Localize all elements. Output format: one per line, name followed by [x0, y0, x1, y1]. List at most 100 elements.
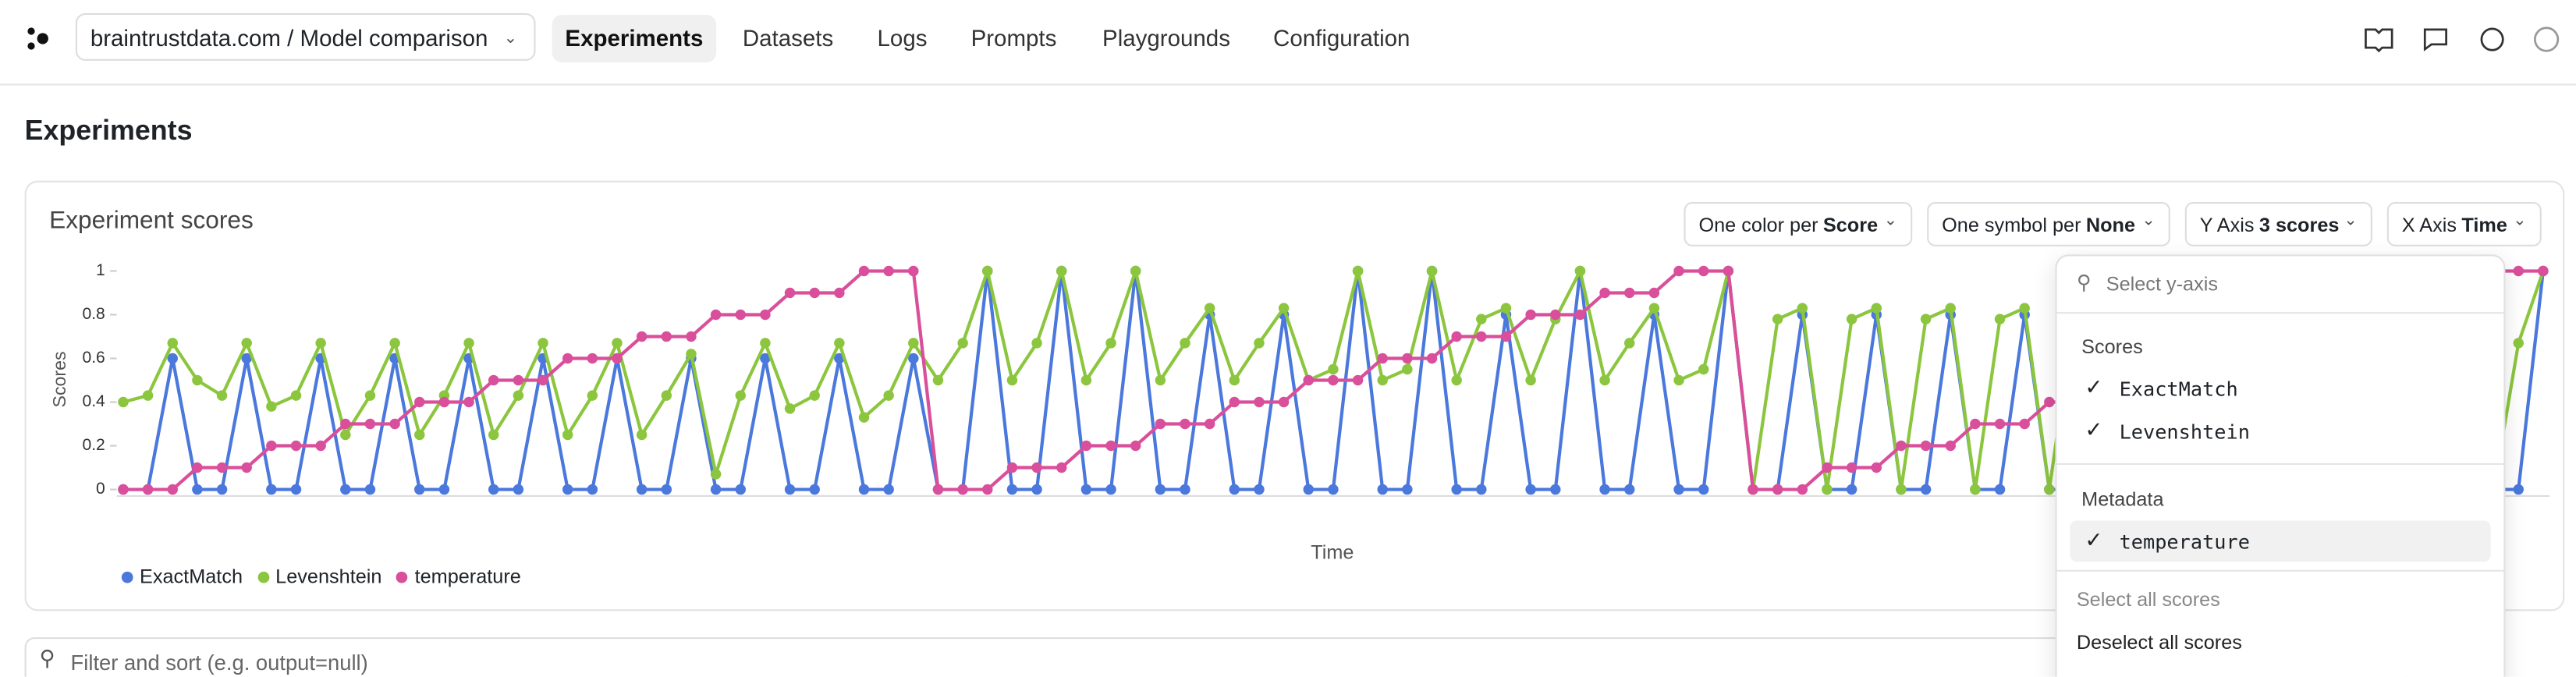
- help-icon[interactable]: [2480, 27, 2504, 51]
- y-tick-label: 0.6: [83, 349, 105, 367]
- data-point: [1229, 396, 1240, 408]
- nav-tab[interactable]: Playgrounds: [1102, 24, 1230, 51]
- data-point: [612, 338, 623, 349]
- filter-bar[interactable]: ⚲ Filter and sort (e.g. output=null): [24, 637, 2407, 677]
- control-value: Time: [2461, 213, 2507, 237]
- data-point: [2513, 265, 2524, 277]
- data-point: [1624, 287, 1635, 299]
- filter-placeholder: Filter and sort (e.g. output=null): [70, 650, 368, 675]
- data-point: [686, 349, 697, 360]
- logo[interactable]: [27, 27, 53, 53]
- dropdown-option[interactable]: ✓ Levenshtein: [2070, 410, 2490, 452]
- data-point: [834, 287, 845, 299]
- data-point: [784, 403, 796, 414]
- data-point: [414, 429, 425, 441]
- chart-control[interactable]: One color per Score ⌄: [1684, 202, 1913, 246]
- data-point: [1574, 309, 1586, 321]
- chart-title: Experiment scores: [49, 207, 254, 236]
- dropdown-option[interactable]: ✓ ExactMatch: [2070, 368, 2490, 409]
- avatar[interactable]: [2533, 27, 2560, 52]
- data-point: [2019, 418, 2030, 430]
- chart-control[interactable]: X Axis Time ⌄: [2386, 202, 2542, 246]
- data-point: [1846, 314, 1857, 324]
- data-point: [1970, 418, 1981, 430]
- data-point: [142, 484, 154, 495]
- data-point: [562, 353, 573, 364]
- nav-tab[interactable]: Experiments: [552, 14, 717, 63]
- data-point: [858, 484, 870, 495]
- docs-icon[interactable]: [2365, 28, 2393, 53]
- select-all[interactable]: Select all scores: [2076, 587, 2220, 611]
- data-point: [1056, 265, 1067, 277]
- data-point: [167, 353, 178, 364]
- data-point: [1994, 484, 2006, 495]
- data-point: [1377, 353, 1388, 364]
- data-point: [1180, 338, 1190, 349]
- deselect-all[interactable]: Deselect all scores: [2076, 630, 2242, 654]
- data-point: [488, 429, 499, 441]
- data-point: [809, 390, 820, 401]
- option-label: Levenshtein: [2119, 420, 2250, 444]
- data-point: [1846, 462, 1857, 473]
- data-point: [1772, 484, 1783, 495]
- data-point: [364, 484, 376, 495]
- nav-tab[interactable]: Configuration: [1273, 24, 1410, 51]
- legend-swatch: [121, 571, 133, 583]
- data-point: [290, 484, 302, 495]
- y-tick-label: 0.8: [83, 305, 105, 323]
- chart-control[interactable]: Y Axis 3 scores ⌄: [2184, 202, 2372, 246]
- data-point: [1500, 331, 1512, 342]
- data-point: [1278, 396, 1290, 408]
- data-point: [1970, 484, 1981, 495]
- data-point: [1896, 484, 1907, 495]
- legend-swatch: [396, 571, 409, 583]
- data-point: [1180, 484, 1190, 495]
- data-point: [192, 484, 203, 495]
- data-point: [1994, 314, 2006, 324]
- check-icon: ✓: [2085, 526, 2103, 552]
- data-point: [1451, 374, 1462, 386]
- data-point: [1525, 374, 1536, 386]
- data-point: [290, 390, 302, 401]
- data-point: [118, 484, 129, 495]
- data-point: [982, 265, 993, 277]
- data-point: [1105, 440, 1116, 452]
- project-selector[interactable]: braintrustdata.com / Model comparison ⌄: [75, 12, 536, 61]
- data-point: [587, 390, 598, 401]
- data-point: [1155, 374, 1166, 386]
- data-point: [340, 429, 351, 441]
- data-point: [710, 469, 722, 480]
- data-point: [266, 401, 277, 412]
- feedback-icon[interactable]: [2423, 28, 2448, 51]
- data-point: [1451, 484, 1462, 495]
- search-input[interactable]: Select y-axis: [2106, 272, 2218, 296]
- data-point: [1229, 484, 1240, 495]
- data-point: [1822, 484, 1833, 495]
- data-point: [438, 484, 450, 495]
- data-point: [1105, 338, 1116, 349]
- option-label: ExactMatch: [2119, 377, 2238, 401]
- data-point: [957, 484, 968, 495]
- chart-control[interactable]: One symbol per None ⌄: [1927, 202, 2170, 246]
- data-point: [463, 396, 474, 408]
- data-point: [1254, 484, 1265, 495]
- nav-tab[interactable]: Logs: [877, 24, 928, 51]
- data-point: [1155, 484, 1166, 495]
- data-point: [661, 331, 672, 342]
- data-point: [1920, 440, 1932, 452]
- data-point: [1550, 484, 1561, 495]
- data-point: [1426, 265, 1438, 277]
- nav-tab[interactable]: Datasets: [742, 24, 834, 51]
- data-point: [1574, 265, 1586, 277]
- data-point: [2513, 484, 2524, 495]
- dropdown-option[interactable]: ✓ temperature: [2070, 520, 2491, 562]
- control-label: One color per: [1698, 213, 1818, 237]
- data-point: [1599, 374, 1610, 386]
- data-point: [142, 390, 154, 401]
- data-point: [315, 338, 326, 349]
- nav-tab[interactable]: Prompts: [970, 24, 1057, 51]
- legend-swatch: [257, 571, 269, 583]
- data-point: [241, 353, 252, 364]
- top-nav: [0, 0, 2576, 86]
- data-point: [1377, 374, 1388, 386]
